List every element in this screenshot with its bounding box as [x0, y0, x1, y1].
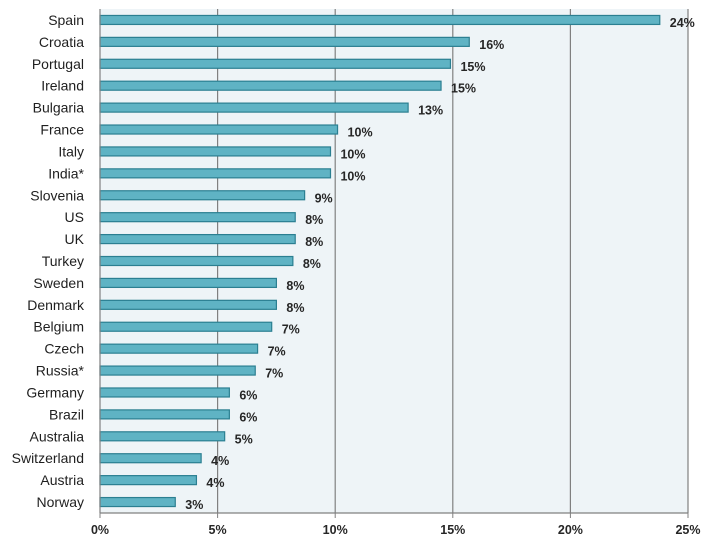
category-label: US	[65, 209, 84, 225]
data-label: 16%	[479, 38, 504, 52]
data-label: 6%	[239, 388, 257, 402]
bar	[99, 431, 226, 442]
category-label: Croatia	[39, 34, 84, 50]
category-label: France	[40, 122, 84, 138]
bar	[99, 233, 296, 245]
data-label: 15%	[460, 60, 485, 74]
data-label: 3%	[185, 498, 203, 512]
data-label: 4%	[211, 454, 229, 468]
category-label: Russia*	[36, 363, 85, 379]
bar	[99, 453, 202, 464]
bar	[99, 14, 661, 26]
data-label: 8%	[286, 301, 304, 315]
category-label: Bulgaria	[33, 100, 85, 116]
data-label: 24%	[670, 16, 695, 30]
category-label: Slovenia	[30, 187, 84, 203]
bar	[99, 321, 273, 332]
data-label: 6%	[239, 410, 257, 424]
category-label: Belgium	[33, 319, 84, 335]
bar	[99, 299, 277, 310]
bar	[99, 102, 409, 113]
category-label: Sweden	[33, 275, 84, 291]
x-tick-label: 15%	[440, 523, 465, 537]
data-label: 15%	[451, 82, 476, 96]
category-label: Portugal	[32, 56, 84, 72]
category-label: Ireland	[41, 78, 84, 94]
bar	[99, 475, 198, 486]
data-label: 7%	[268, 345, 286, 359]
x-tick-label: 25%	[675, 523, 700, 537]
data-label: 7%	[265, 367, 283, 381]
bar	[99, 36, 470, 47]
category-label: Australia	[30, 428, 85, 444]
bar	[99, 496, 176, 508]
bar	[99, 80, 442, 91]
x-tick-label: 5%	[209, 523, 227, 537]
bar	[99, 255, 294, 267]
category-label: Germany	[26, 384, 84, 400]
category-label: Brazil	[49, 406, 84, 422]
data-label: 7%	[282, 323, 300, 337]
bar	[99, 146, 332, 157]
category-label: Turkey	[42, 253, 84, 269]
x-axis-ticks: 0% 5% 10% 15% 20% 25%	[91, 513, 701, 537]
data-label: 5%	[235, 432, 253, 446]
gridlines	[217, 9, 689, 513]
bar	[99, 190, 306, 201]
bar	[99, 168, 332, 179]
bar	[99, 387, 230, 398]
category-label: Italy	[58, 143, 84, 159]
data-label: 10%	[340, 147, 365, 161]
data-label: 8%	[305, 235, 323, 249]
category-labels: Spain Croatia Portugal Ireland Bulgaria Franc…	[12, 12, 85, 510]
bar	[99, 277, 277, 289]
category-label: UK	[65, 231, 85, 247]
data-label: 10%	[348, 126, 373, 140]
category-label: Denmark	[27, 297, 85, 313]
bar	[99, 343, 259, 354]
data-label: 8%	[303, 257, 321, 271]
bars	[99, 14, 661, 508]
data-label: 9%	[315, 191, 333, 205]
data-label: 4%	[206, 476, 224, 490]
data-labels: 24% 16% 15% 15% 13% 10% 10% 10% 9% 8% 8% 8% 8% 8% 7% 7%…	[185, 16, 695, 512]
bar	[99, 58, 452, 69]
category-label: Austria	[40, 472, 84, 488]
category-label: Czech	[44, 341, 84, 357]
data-label: 8%	[286, 279, 304, 293]
bar	[99, 124, 339, 135]
category-label: Norway	[37, 494, 84, 510]
bar	[99, 212, 296, 223]
category-label: Spain	[48, 12, 84, 28]
bar	[99, 409, 230, 420]
data-label: 10%	[340, 169, 365, 183]
category-label: India*	[48, 165, 84, 181]
x-tick-label: 10%	[323, 523, 348, 537]
category-label: Switzerland	[12, 450, 84, 466]
x-tick-label: 20%	[558, 523, 583, 537]
bar	[99, 365, 256, 376]
data-label: 8%	[305, 213, 323, 227]
data-label: 13%	[418, 104, 443, 118]
x-tick-label: 0%	[91, 523, 109, 537]
